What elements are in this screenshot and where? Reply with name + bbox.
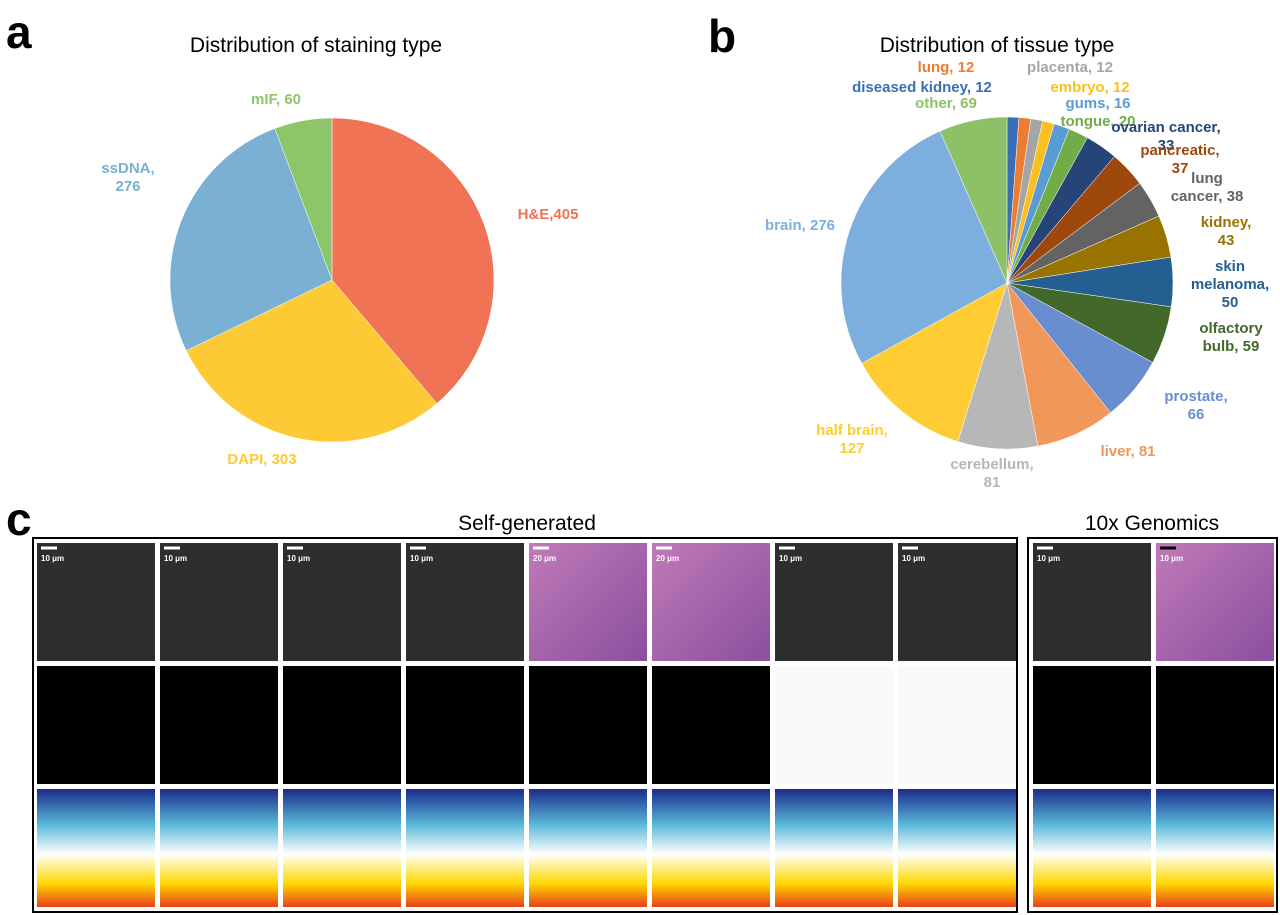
scale-bar-label: 10 μm	[1037, 554, 1060, 563]
image-tile	[898, 666, 1016, 784]
section-title: Self-generated	[458, 512, 596, 535]
image-tile	[283, 666, 401, 784]
image-tile	[406, 543, 524, 661]
slice-label: brain, 276	[764, 217, 836, 234]
slice-label: diseased kidney, 12	[852, 79, 992, 96]
image-tile	[37, 666, 155, 784]
image-tile	[37, 789, 155, 907]
image-tile	[1156, 666, 1274, 784]
scale-bar-label: 20 μm	[656, 554, 679, 563]
slice-label: pancreatic, 37	[1140, 142, 1220, 177]
image-tile	[775, 789, 893, 907]
slice-label: skin melanoma, 50	[1190, 258, 1270, 311]
panel-letter: c	[6, 493, 32, 545]
slice-label: DAPI, 303	[227, 451, 297, 468]
chart-title: Distribution of staining type	[190, 34, 442, 57]
image-tile	[406, 789, 524, 907]
image-tile	[1033, 666, 1151, 784]
image-tile	[652, 543, 770, 661]
pie-slice	[331, 117, 495, 404]
section-frame	[1027, 537, 1278, 913]
image-tile	[1033, 543, 1151, 661]
scale-bar-label: 10 μm	[410, 554, 433, 563]
image-tile	[652, 789, 770, 907]
image-tile	[160, 789, 278, 907]
image-tile	[1156, 789, 1274, 907]
image-tile	[1033, 789, 1151, 907]
image-tile	[406, 666, 524, 784]
image-tile	[283, 789, 401, 907]
slice-label: ssDNA, 276	[101, 160, 155, 195]
scale-bar-label: 10 μm	[1160, 554, 1183, 563]
image-tile	[37, 543, 155, 661]
slice-label: other, 69	[915, 95, 977, 112]
image-tile	[898, 543, 1016, 661]
image-tile	[1156, 543, 1274, 661]
slice-label: embryo, 12	[1050, 79, 1130, 96]
image-tile	[529, 666, 647, 784]
image-tile	[529, 789, 647, 907]
image-tile	[160, 666, 278, 784]
pie-slice	[939, 116, 1008, 284]
panel-letter: b	[708, 10, 736, 62]
scale-bar-label: 10 μm	[287, 554, 310, 563]
slice-label: gums, 16	[1065, 95, 1131, 112]
image-tile	[160, 543, 278, 661]
pie-slice	[861, 282, 1008, 442]
slice-label: liver, 81	[1100, 443, 1156, 460]
slice-label: H&E,405	[517, 206, 579, 223]
pie-slice	[169, 128, 333, 351]
image-tile	[652, 666, 770, 784]
image-tile	[775, 666, 893, 784]
slice-label: placenta, 12	[1027, 59, 1113, 76]
panel-letter: a	[6, 6, 32, 58]
slice-label: kidney, 43	[1200, 214, 1252, 249]
slice-label: prostate, 66	[1164, 388, 1228, 423]
section-title: 10x Genomics	[1085, 512, 1219, 535]
image-tile	[775, 543, 893, 661]
slice-label: half brain, 127	[816, 422, 888, 457]
slice-label: mIF, 60	[250, 91, 302, 108]
slice-label: lung cancer, 38	[1170, 170, 1244, 205]
image-tile	[529, 543, 647, 661]
slice-label: lung, 12	[917, 59, 975, 76]
scale-bar-label: 20 μm	[533, 554, 556, 563]
section-frame	[32, 537, 1018, 913]
slice-label: ovarian cancer, 33	[1111, 119, 1221, 154]
scale-bar-label: 10 μm	[164, 554, 187, 563]
scale-bar-label: 10 μm	[779, 554, 802, 563]
scale-bar-label: 10 μm	[41, 554, 64, 563]
image-tile	[283, 543, 401, 661]
slice-label: olfactory bulb, 59	[1199, 320, 1263, 355]
image-tile	[898, 789, 1016, 907]
slice-label: tongue, 20	[1060, 113, 1136, 130]
scale-bar-label: 10 μm	[902, 554, 925, 563]
pie-slice	[274, 117, 333, 281]
slice-label: cerebellum, 81	[950, 456, 1034, 491]
chart-title: Distribution of tissue type	[880, 34, 1115, 57]
